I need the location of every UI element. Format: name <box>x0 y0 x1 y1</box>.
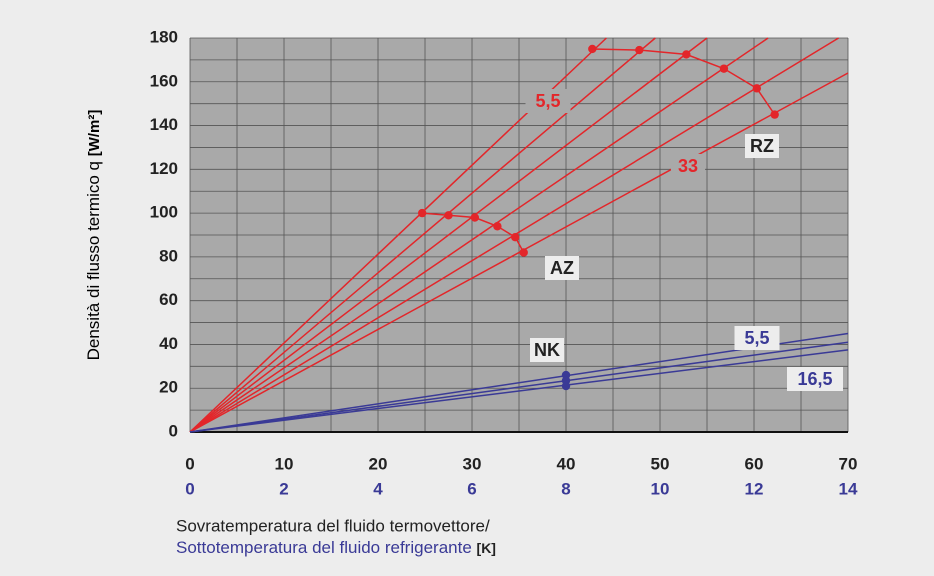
x-tick-label: 20 <box>369 454 388 473</box>
series-line <box>189 37 656 433</box>
x-tick-label: 70 <box>839 454 858 473</box>
y-tick-label: 140 <box>150 115 178 134</box>
series-line <box>189 37 769 433</box>
annotation-box <box>787 367 843 391</box>
x-label-unit: [K] <box>477 540 496 556</box>
annotation: 5,5 <box>744 328 769 348</box>
annotation-box <box>530 338 564 362</box>
x-tick-label: 50 <box>651 454 670 473</box>
annotation: RZ <box>750 136 774 156</box>
point <box>444 211 453 220</box>
point <box>511 232 520 242</box>
y-tick-label: 160 <box>150 71 178 90</box>
x2-tick-label: 2 <box>279 479 288 498</box>
series-line <box>189 341 849 433</box>
series-line <box>189 37 708 433</box>
point <box>519 248 528 257</box>
annotation: NK <box>534 340 560 360</box>
annotation-box <box>525 89 571 113</box>
point <box>635 45 644 55</box>
annotation: 16,5 <box>797 369 832 389</box>
y-tick-label: 20 <box>159 378 178 397</box>
point <box>752 84 762 93</box>
y-tick-label: 0 <box>169 421 178 440</box>
annotation-box <box>745 134 779 158</box>
point <box>470 213 480 222</box>
y-label-text: Densità di flusso termico q <box>84 161 103 360</box>
point <box>682 50 691 59</box>
x2-tick-label: 0 <box>185 479 194 498</box>
x2-tick-label: 4 <box>373 479 383 498</box>
y-tick-label: 100 <box>150 203 178 222</box>
annotation: 5,5 <box>535 91 560 111</box>
x2-label-text: Sottotemperatura del fluido refrigerante <box>176 538 472 557</box>
point <box>417 208 427 218</box>
x2-tick-label: 12 <box>745 479 764 498</box>
y-tick-label: 80 <box>159 246 178 265</box>
y-tick-label: 120 <box>150 159 178 178</box>
x-tick-label: 30 <box>463 454 482 473</box>
series-line <box>189 72 849 433</box>
point <box>561 381 571 391</box>
x-tick-label: 60 <box>745 454 764 473</box>
x2-axis-label: Sottotemperatura del fluido refrigerante… <box>176 538 496 557</box>
x2-tick-label: 10 <box>651 479 670 498</box>
series-line <box>592 48 776 116</box>
x-tick-label: 0 <box>185 454 194 473</box>
point <box>493 222 502 231</box>
annotation-box <box>734 326 780 350</box>
point <box>588 44 597 54</box>
x-tick-label: 10 <box>275 454 294 473</box>
point <box>770 110 779 119</box>
series-line <box>189 349 849 433</box>
annotation-box <box>545 256 579 280</box>
annotation: 33 <box>678 156 698 176</box>
y-label-unit: [W/m²] <box>86 110 103 157</box>
y-tick-label: 60 <box>159 290 178 309</box>
y-axis-label: Densità di flusso termico q [W/m²] <box>84 110 103 361</box>
x-tick-label: 40 <box>557 454 576 473</box>
x2-tick-label: 14 <box>839 479 858 498</box>
point <box>719 64 729 73</box>
y-tick-label: 40 <box>159 334 178 353</box>
annotation-box <box>671 154 705 178</box>
x-axis-label: Sovratemperatura del fluido termovettore… <box>176 516 490 535</box>
annotation: AZ <box>550 258 574 278</box>
x2-tick-label: 8 <box>561 479 570 498</box>
x2-tick-label: 6 <box>467 479 476 498</box>
y-tick-label: 180 <box>150 27 178 46</box>
